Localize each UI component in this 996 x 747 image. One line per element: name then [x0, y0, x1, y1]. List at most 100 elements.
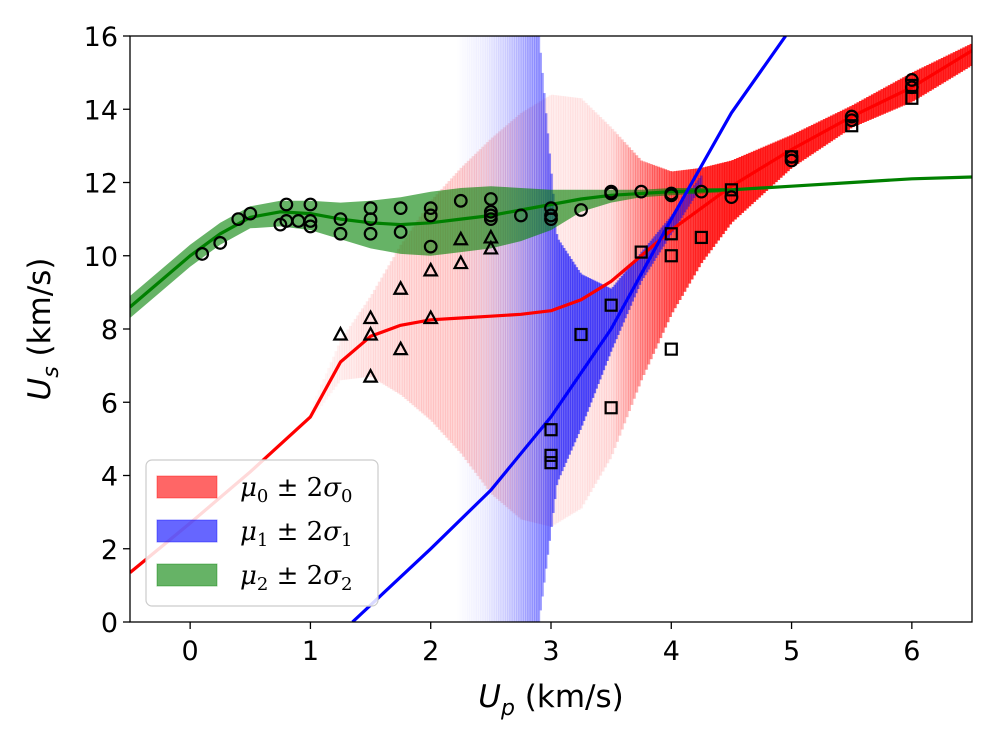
band-mu1-slice	[537, 36, 541, 622]
band-mu1-slice	[525, 36, 528, 622]
band-mu1-slice	[608, 287, 611, 357]
band-mu0-slice	[729, 160, 733, 225]
band-mu1-slice	[682, 199, 685, 216]
band-mu1-slice	[678, 204, 681, 221]
band-mu1-slice	[555, 234, 559, 486]
square-marker	[694, 230, 708, 245]
band-mu1-slice	[599, 283, 602, 380]
band-mu1-slice	[523, 36, 526, 622]
circle-marker	[195, 247, 210, 261]
circle-marker	[483, 192, 498, 206]
band-mu1-slice	[691, 187, 694, 201]
band-mu1-slice	[588, 278, 591, 408]
band-mu1-slice	[627, 267, 631, 310]
band-mu1-slice	[563, 247, 566, 468]
band-mu0-slice	[947, 54, 951, 80]
band-mu0-slice	[425, 206, 429, 418]
band-mu0-slice	[449, 178, 453, 443]
band-mu0-slice	[471, 156, 475, 470]
band-mu1-slice	[577, 269, 580, 435]
band-mu0-slice	[765, 145, 769, 191]
band-mu0-slice	[767, 144, 771, 189]
band-mu0-slice	[707, 166, 711, 254]
legend-label-mu1: μ1 ± 2σ1	[240, 517, 352, 551]
band-mu0-slice	[757, 148, 761, 198]
circle-marker	[604, 186, 619, 201]
band-mu1-slice	[624, 271, 627, 319]
band-mu0-slice	[664, 169, 668, 328]
band-mu1-slice	[584, 276, 588, 417]
triangle-marker	[482, 239, 499, 255]
circle-marker	[363, 226, 378, 241]
y-tick-label: 12	[84, 169, 118, 200]
band-mu0-slice	[721, 162, 725, 235]
band-mu1-slice	[546, 133, 550, 555]
band-mu0-slice	[464, 163, 468, 460]
square-marker	[604, 298, 618, 312]
mean-line-mu1	[351, 36, 787, 622]
circle-marker	[393, 201, 408, 216]
square-marker	[544, 456, 558, 470]
band-mu0-slice	[478, 149, 482, 480]
band-mu0-slice	[440, 188, 444, 433]
band-mu1-slice	[539, 52, 542, 611]
band-mu1-slice	[552, 193, 555, 513]
x-axis-label: Up (km/s)	[478, 679, 623, 721]
band-mu0-slice	[430, 199, 434, 422]
band-mu0-slice	[969, 43, 972, 67]
data-markers	[195, 73, 919, 470]
y-tick-label: 8	[101, 315, 118, 346]
band-mu1-slice	[698, 178, 701, 190]
band-mu1-slice	[602, 285, 606, 371]
square-marker	[784, 150, 799, 164]
band-mu0-slice	[712, 164, 716, 247]
band-mu0-slice	[474, 153, 478, 473]
band-mu1-slice	[490, 36, 494, 622]
band-mu1-slice	[579, 272, 582, 430]
square-marker	[544, 448, 558, 462]
band-mu1	[478, 36, 703, 622]
circle-marker	[453, 193, 468, 208]
band-mu1-slice	[629, 264, 633, 306]
circle-marker	[333, 226, 348, 241]
legend-swatch-mu0	[156, 475, 218, 499]
band-mu0-slice	[409, 230, 413, 404]
band-mu1-slice	[534, 36, 537, 622]
band-mu1-slice	[586, 277, 589, 412]
legend-label-mu0: μ0 ± 2σ0	[240, 473, 352, 507]
band-mu0-slice	[457, 170, 461, 451]
band-mu0-slice	[469, 158, 473, 467]
band-mu1-slice	[631, 262, 634, 302]
band-mu0-slice	[423, 209, 427, 416]
band-mu1-slice	[564, 250, 568, 463]
band-mu1-slice	[644, 247, 647, 276]
band-mu0-slice	[392, 257, 396, 391]
circle-marker	[423, 239, 438, 254]
circle-marker	[423, 201, 438, 216]
band-mu1-slice	[481, 36, 485, 622]
band-mu0-slice	[447, 181, 451, 441]
circle-marker	[303, 219, 318, 234]
band-mu0-slice	[437, 191, 441, 430]
band-mu0-slice	[385, 269, 389, 387]
band-mu1-slice	[591, 279, 595, 398]
band-mu0-slice	[433, 196, 437, 425]
band-mu1-slice	[582, 275, 586, 421]
band-mu0-slice	[697, 168, 701, 268]
band-mu1-slice	[559, 242, 562, 476]
circle-marker	[694, 184, 709, 199]
band-mu0-slice	[743, 154, 747, 211]
triangle-marker	[362, 367, 379, 383]
band-mu0-slice	[418, 216, 422, 412]
band-mu1-slice	[507, 36, 510, 622]
band-mu1-slice	[597, 282, 600, 385]
band-mu0-slice	[413, 223, 417, 408]
y-tick-label: 16	[84, 22, 118, 53]
band-mu0-slice	[772, 142, 776, 185]
band-mu0-slice	[517, 114, 521, 518]
band-mu0-slice	[745, 153, 749, 209]
square-marker	[905, 78, 919, 93]
y-tick-label: 14	[84, 95, 118, 126]
band-mu1-slice	[557, 239, 561, 480]
